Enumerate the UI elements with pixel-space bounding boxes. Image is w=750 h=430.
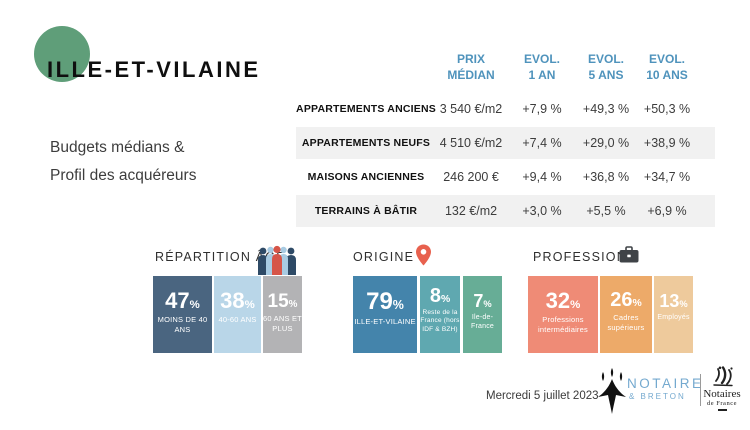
professions-stat-intermediaires: 32% Professions intermédiaires <box>528 276 598 353</box>
professions-stat-cadres: 26% Cadres supérieurs <box>600 276 652 353</box>
origine-stat-ile-de-france: 7% Ile-de-France <box>463 276 502 353</box>
table-row: APPARTEMENTS NEUFS 4 510 €/m2 +7,4 % +29… <box>296 127 715 160</box>
col-header-evol-5ans: EVOL. 5 ANS <box>587 52 624 82</box>
table-row: APPARTEMENTS ANCIENS 3 540 €/m2 +7,9 % +… <box>296 102 691 117</box>
col-header-evol-1an: EVOL. 1 AN <box>523 52 560 82</box>
col-header-evol-10ans: EVOL. 10 ANS <box>646 52 688 82</box>
table-row: TERRAINS À BÂTIR 132 €/m2 +3,0 % +5,5 % … <box>296 195 715 228</box>
org-de-france-label: de France <box>707 400 737 407</box>
briefcase-icon <box>619 246 639 263</box>
notaires-de-france-logo-icon <box>713 366 733 387</box>
brand-notaire-label: NOTAIRE <box>627 376 704 391</box>
col-header-prix-median: PRIX MÉDIAN <box>447 52 495 82</box>
col-header-empty <box>296 52 436 83</box>
org-underline <box>718 409 727 411</box>
price-table-header: PRIX MÉDIAN EVOL. 1 AN EVOL. 5 ANS EVOL.… <box>296 52 716 83</box>
page-title: ILLE-ET-VILAINE <box>47 57 261 82</box>
accent-circle <box>34 26 90 82</box>
table-row: MAISONS ANCIENNES 246 200 € +9,4 % +36,8… <box>307 170 691 185</box>
subtitle-line-2: Profil des acquéreurs <box>50 167 197 184</box>
brand-breton-label: & BRETON <box>629 392 686 401</box>
age-stat-under-40: 47% MOINS DE 40 ANS <box>153 276 212 353</box>
ermine-logo-icon <box>598 368 626 414</box>
professions-stat-employes: 13% Employés <box>654 276 693 353</box>
origine-section-title: ORIGINE <box>353 250 415 264</box>
date-label: Mercredi 5 juillet 2023 <box>486 390 599 402</box>
age-stat-60-plus: 15% 60 ANS ET PLUS <box>263 276 302 353</box>
footer-divider <box>700 374 701 406</box>
subtitle-line-1: Budgets médians & <box>50 139 185 156</box>
professions-section-title: PROFESSIONS <box>533 250 637 264</box>
age-stat-40-60: 38% 40-60 ANS <box>214 276 261 353</box>
org-notaires-label: Notaires <box>703 388 741 400</box>
origine-stat-reste-france: 8% Reste de la France (hors IDF & BZH) <box>420 276 460 353</box>
page-subtitle: Budgets médians & Profil des acquéreurs <box>50 134 196 190</box>
origine-stat-ille-et-vilaine: 79% ILLE-ET-VILAINE <box>353 276 417 353</box>
people-icon <box>258 245 296 275</box>
age-section-title: RÉPARTITION ÂGE <box>155 250 286 264</box>
map-pin-icon <box>416 244 431 266</box>
price-table-body: APPARTEMENTS ANCIENS 3 540 €/m2 +7,9 % +… <box>296 93 716 228</box>
price-table: PRIX MÉDIAN EVOL. 1 AN EVOL. 5 ANS EVOL.… <box>296 52 716 229</box>
